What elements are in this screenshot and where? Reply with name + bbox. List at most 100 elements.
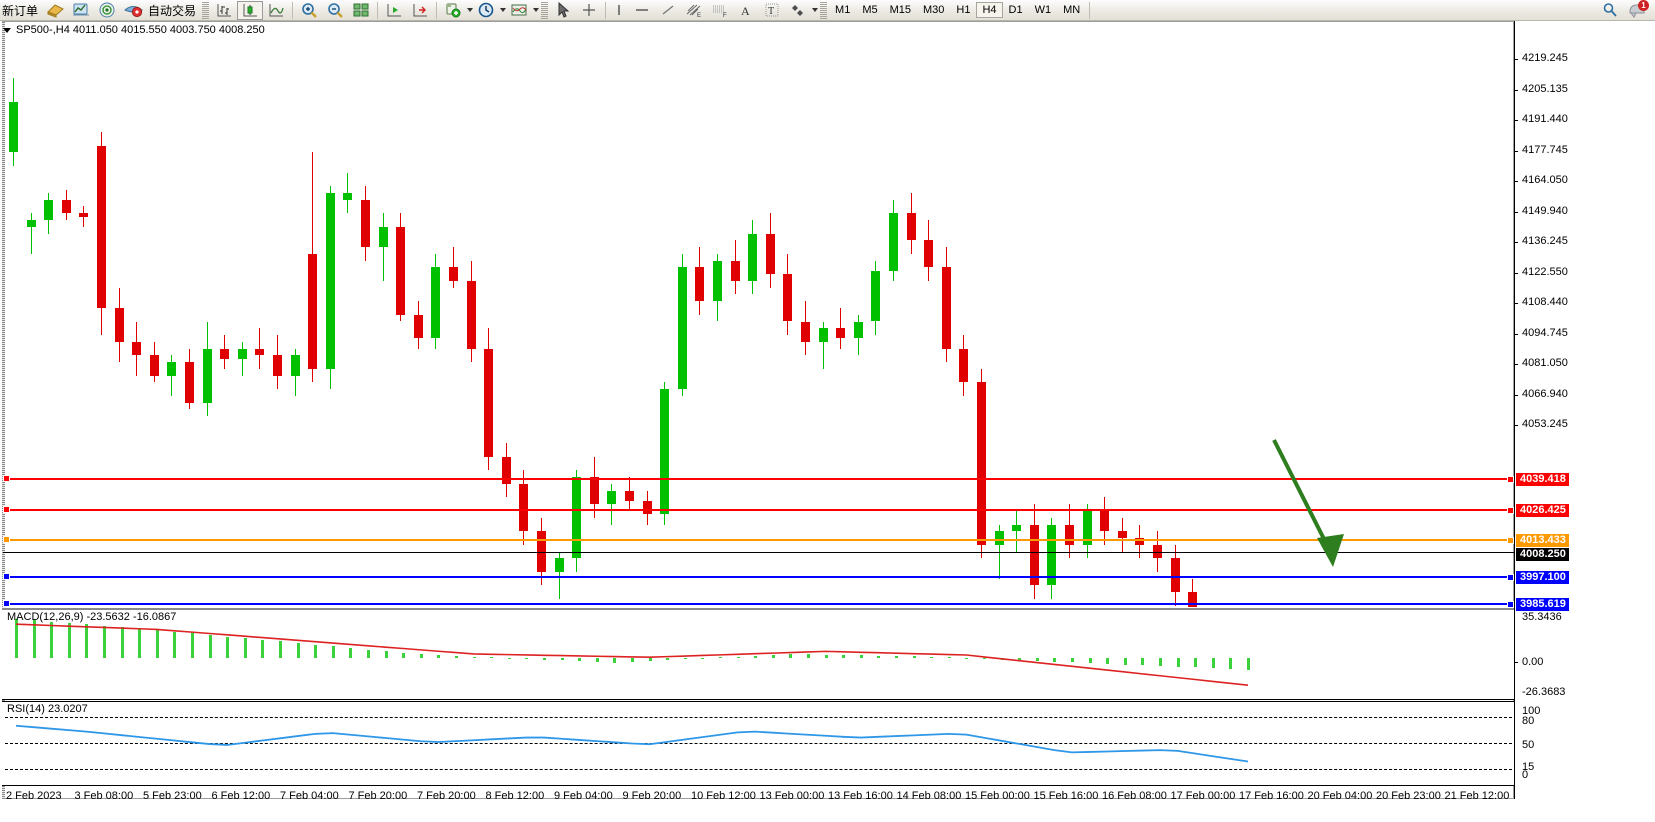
line-chart-icon[interactable] [263,1,289,20]
level-line-resistance-2[interactable] [3,509,1514,511]
text-label-icon[interactable]: T [759,1,785,20]
chart-menu-triangle-icon[interactable] [3,27,11,33]
navigator-icon[interactable] [94,1,120,20]
macd-bar [859,655,863,658]
timeframe-m5[interactable]: M5 [862,4,878,16]
level-handle[interactable] [3,600,10,607]
cursor-icon[interactable] [550,1,576,20]
equidistant-channel-icon[interactable]: E [681,1,707,20]
candle-body [713,260,722,302]
level-line-pivot[interactable] [3,539,1514,541]
macd-pane[interactable]: MACD(12,26,9) -23.5632 -16.0867 [2,608,1514,700]
level-line-support-1[interactable] [3,576,1514,578]
toolbar-grip[interactable] [202,1,210,19]
bar-chart-icon[interactable] [211,1,237,20]
toolbar-grip[interactable] [541,1,549,19]
indicators-icon[interactable] [440,1,466,20]
templates-icon[interactable] [506,1,532,20]
price-level-tag-support[interactable]: 3997.100 [1516,571,1569,584]
level-axis-handle[interactable] [1507,574,1514,581]
macd-bar [490,657,494,658]
chevron-down-icon[interactable] [533,8,540,12]
chevron-down-icon[interactable] [467,8,474,12]
level-handle[interactable] [3,506,10,513]
timeframe-mn[interactable]: MN [1063,4,1081,16]
level-axis-handle[interactable] [1507,601,1514,608]
price-level-tag-resistance[interactable]: 4026.425 [1516,504,1569,517]
toolbar-grip[interactable] [820,1,828,19]
level-axis-handle[interactable] [1507,476,1514,483]
zoom-out-icon[interactable] [322,1,348,20]
period-icon[interactable] [473,1,499,20]
timeframe-w1[interactable]: W1 [1034,4,1052,16]
price-pane[interactable] [3,22,1514,607]
candle-body [396,226,406,315]
candle-body [1188,592,1198,607]
bell-icon[interactable]: 1 [1623,0,1649,20]
level-axis-handle[interactable] [1507,507,1514,514]
chevron-down-icon[interactable] [500,8,507,12]
price-axis[interactable]: 4219.245 4205.135 4191.440 4177.745 4164.050… [1507,21,1655,799]
timeframe-d1[interactable]: D1 [1008,4,1023,16]
market-watch-icon[interactable] [68,1,94,20]
level-line-resistance-1[interactable] [3,478,1514,480]
horizontal-line-icon[interactable] [629,1,655,20]
macd-bar [666,658,670,660]
candle-body [1153,544,1162,559]
price-tick [1515,333,1518,335]
candle-body [1170,558,1180,593]
candle-wick [558,551,560,599]
level-handle[interactable] [3,573,10,580]
chart-shift-icon[interactable] [381,1,407,20]
candle-wick [998,524,1000,579]
toolbar-separator [377,1,379,19]
timeframe-m15[interactable]: M15 [889,4,911,16]
zoom-in-icon[interactable] [296,1,322,20]
auto-scroll-icon[interactable] [407,1,433,20]
trend-line-icon[interactable] [655,1,681,20]
timeframe-h1[interactable]: H1 [956,4,971,16]
rsi-pane[interactable]: RSI(14) 23.0207 [2,701,1514,786]
notification-badge: 1 [1638,0,1649,11]
candle-body [994,531,1004,545]
level-handle[interactable] [3,536,10,543]
macd-bar [1176,658,1180,667]
time-tick-label: 5 Feb 23:00 [143,790,202,802]
chevron-down-icon[interactable] [812,8,819,12]
rsi-tick-label: 0 [1522,769,1529,781]
price-level-tag-support[interactable]: 3985.619 [1516,598,1569,611]
timeframe-m30[interactable]: M30 [923,4,945,16]
fibonacci-icon[interactable]: F [707,1,733,20]
price-level-tag-resistance[interactable]: 4039.418 [1516,473,1569,486]
macd-bar [296,643,300,658]
tile-windows-icon[interactable] [348,1,374,20]
time-axis[interactable]: 2 Feb 2023 3 Feb 08:00 5 Feb 23:00 6 Feb 12… [2,787,1514,807]
autotrade-label[interactable]: 自动交易 [148,3,197,18]
candle-body [1100,511,1110,532]
candlestick-chart-icon[interactable] [237,0,264,20]
time-tick-label: 2 Feb 2023 [6,790,62,802]
time-tick-label: 13 Feb 16:00 [828,790,893,802]
crosshair-icon[interactable] [576,1,602,20]
time-tick-label: 3 Feb 08:00 [74,790,134,802]
macd-bar [243,638,247,658]
macd-bar [1211,658,1215,669]
new-order-icon[interactable] [42,1,68,20]
candle-body [484,348,494,457]
macd-bar [1035,658,1039,661]
down-trend-arrow[interactable] [3,22,1514,607]
level-handle[interactable] [3,475,10,482]
vertical-line-icon[interactable] [609,1,629,20]
price-level-tag-pivot[interactable]: 4013.433 [1516,534,1569,547]
price-tick [1515,394,1518,396]
timeframe-m1[interactable]: M1 [835,4,851,16]
chart-left-grip[interactable] [2,22,5,799]
new-order-label[interactable]: 新订单 [2,3,39,18]
level-line-support-2[interactable] [3,603,1514,605]
level-axis-handle[interactable] [1507,537,1514,544]
text-icon[interactable]: A [733,1,759,20]
autotrade-icon[interactable] [120,1,146,20]
objects-icon[interactable] [785,1,811,20]
timeframe-h4[interactable]: H4 [976,2,1003,18]
search-icon[interactable] [1597,1,1623,20]
